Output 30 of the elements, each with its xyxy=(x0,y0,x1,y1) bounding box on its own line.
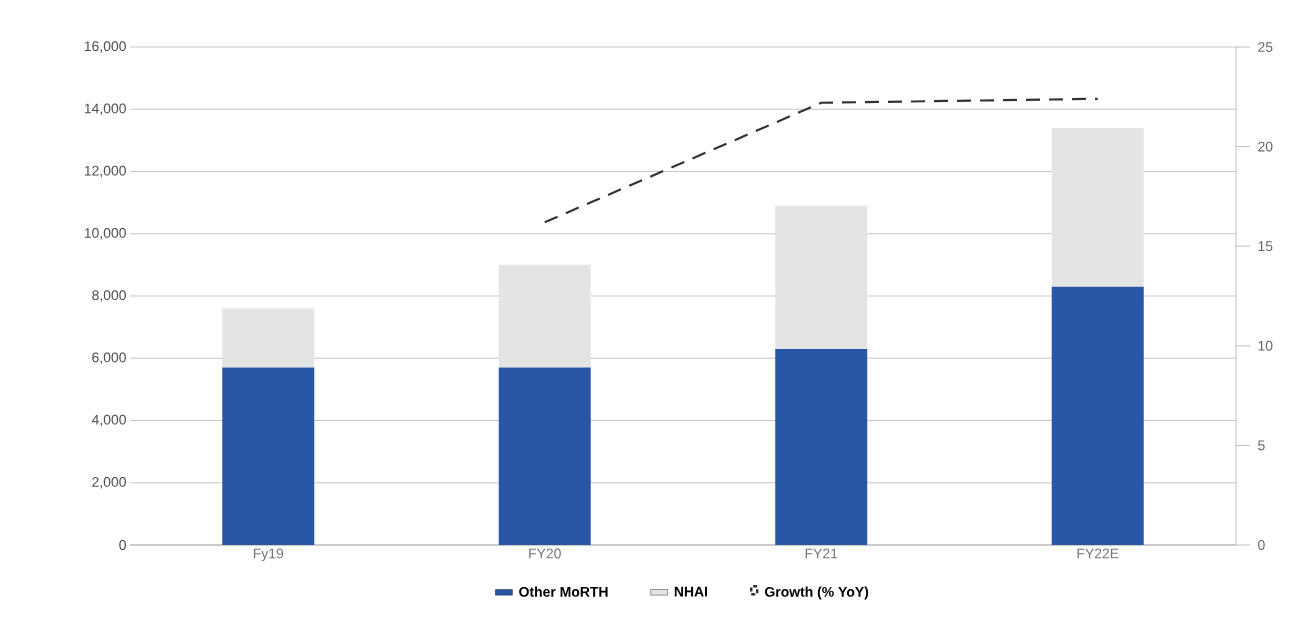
bar xyxy=(775,205,868,349)
y-tick-label: 8,000 xyxy=(92,290,126,302)
y-tick-label: 6,000 xyxy=(92,352,126,365)
y-tick-label: 4,000 xyxy=(91,414,126,427)
bar xyxy=(498,367,591,545)
y2-tick-label: 10 xyxy=(1258,340,1273,351)
y-tick-label: 14,000 xyxy=(84,103,126,115)
bar xyxy=(222,367,315,545)
y-tick-label: 0 xyxy=(119,540,126,550)
legend-label: Growth (% YoY) xyxy=(765,586,869,600)
y-tick-label: 10,000 xyxy=(84,227,126,240)
x-tick-label: Fy19 xyxy=(253,548,284,562)
bar xyxy=(775,348,868,545)
y2-tick-label: 15 xyxy=(1258,241,1273,252)
y2-tick-label: 20 xyxy=(1258,141,1273,152)
bar xyxy=(1051,127,1144,287)
y-tick-label: 16,000 xyxy=(84,41,126,53)
bar xyxy=(498,264,591,368)
y2-tick-label: 5 xyxy=(1258,440,1265,451)
x-tick-label: FY20 xyxy=(529,548,561,559)
y-tick-label: 2,000 xyxy=(92,476,126,489)
legend-label: NHAI xyxy=(674,586,708,597)
bar xyxy=(1051,286,1144,545)
y-tick-label: 12,000 xyxy=(84,165,126,178)
bar xyxy=(222,308,315,368)
y2-tick-label: 25 xyxy=(1258,42,1273,52)
legend-label: Other MoRTH xyxy=(519,586,608,597)
y2-tick-label: 0 xyxy=(1258,540,1265,550)
x-tick-label: FY21 xyxy=(805,548,838,559)
x-tick-label: FY22E xyxy=(1077,548,1119,559)
